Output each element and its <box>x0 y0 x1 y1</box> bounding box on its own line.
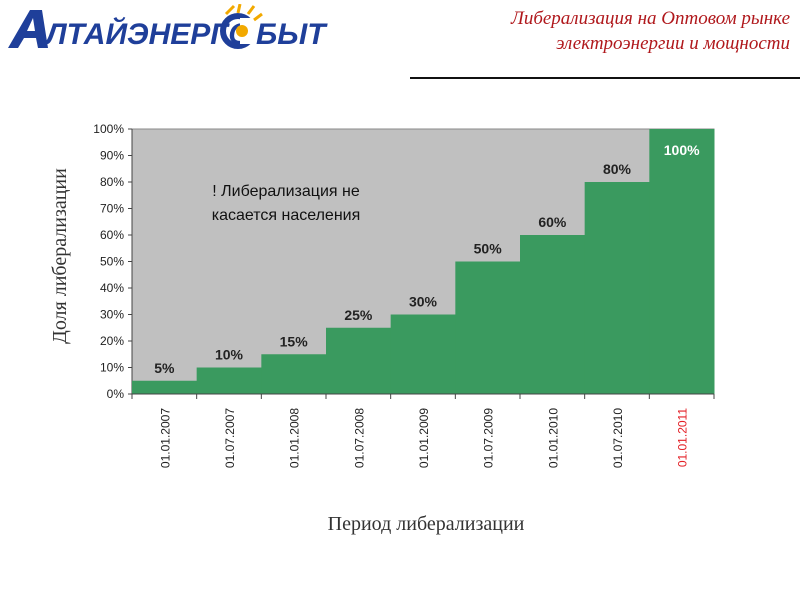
logo-sun-icon <box>220 4 263 49</box>
data-label: 30% <box>409 294 438 310</box>
y-tick-label: 100% <box>93 122 124 136</box>
data-labels: 5% 10% 15% 25% 30% 50% 60% 80% 100% <box>154 142 700 376</box>
x-tick-label: 01.07.2007 <box>223 408 237 468</box>
step-bar <box>196 367 262 394</box>
x-tick-label: 01.01.2009 <box>417 408 431 468</box>
data-label: 50% <box>474 241 503 257</box>
step-bar <box>520 235 586 394</box>
annotation-line1: ! Либерализация не <box>212 183 360 200</box>
slide-title: Либерализация на Оптовом рынке электроэн… <box>350 6 790 56</box>
x-tick-label: 01.07.2008 <box>352 408 366 468</box>
y-tick-label: 80% <box>100 175 124 189</box>
series-area <box>132 129 715 394</box>
data-label: 15% <box>280 333 309 349</box>
company-logo: ЛТАЙЭНЕРГО БЫТ <box>8 4 328 51</box>
slide-title-line1: Либерализация на Оптовом рынке <box>510 8 790 29</box>
x-tick-label: 01.01.2010 <box>546 408 560 468</box>
y-axis: 0% 10% 20% 30% 40% 50% 60% 70% 80% 90% 100% <box>93 122 133 401</box>
step-bar <box>455 261 521 394</box>
y-tick-label: 90% <box>100 149 124 163</box>
x-axis-title: Период либерализации <box>328 513 525 535</box>
step-bar <box>649 129 715 394</box>
slide-title-line2: электроэнергии и мощности <box>556 33 790 54</box>
data-label: 80% <box>603 161 632 177</box>
x-tick-label: 01.07.2009 <box>482 408 496 468</box>
logo-text-part2: БЫТ <box>256 18 328 51</box>
y-tick-label: 70% <box>100 202 124 216</box>
x-tick-label: 01.07.2010 <box>611 408 625 468</box>
x-tick-label: 01.01.2011 <box>676 408 690 467</box>
y-axis-title: Доля либерализации <box>49 168 71 344</box>
data-label: 60% <box>538 214 567 230</box>
step-bar <box>390 314 456 394</box>
step-bar <box>132 380 198 394</box>
x-tick-label: 01.01.2007 <box>158 408 172 468</box>
header-divider <box>410 77 800 79</box>
y-tick-label: 30% <box>100 308 124 322</box>
step-bar <box>584 182 650 394</box>
data-label: 10% <box>215 347 244 363</box>
y-tick-label: 50% <box>100 255 124 269</box>
y-tick-label: 40% <box>100 281 124 295</box>
y-tick-label: 10% <box>100 361 124 375</box>
y-tick-label: 20% <box>100 334 124 348</box>
x-tick-label: 01.01.2008 <box>288 408 302 468</box>
step-bar <box>326 327 392 394</box>
x-axis: 01.01.2007 01.07.2007 01.01.2008 01.07.2008… <box>131 393 715 468</box>
logo-a-icon <box>8 10 48 48</box>
data-label: 5% <box>154 360 175 376</box>
y-tick-label: 0% <box>107 387 125 401</box>
step-bar <box>261 354 327 394</box>
y-tick-label: 60% <box>100 228 124 242</box>
data-label: 100% <box>664 142 700 158</box>
logo-text-part1: ЛТАЙЭНЕРГО <box>44 16 252 51</box>
data-label: 25% <box>344 307 373 323</box>
annotation-line2: касается населения <box>212 207 361 224</box>
